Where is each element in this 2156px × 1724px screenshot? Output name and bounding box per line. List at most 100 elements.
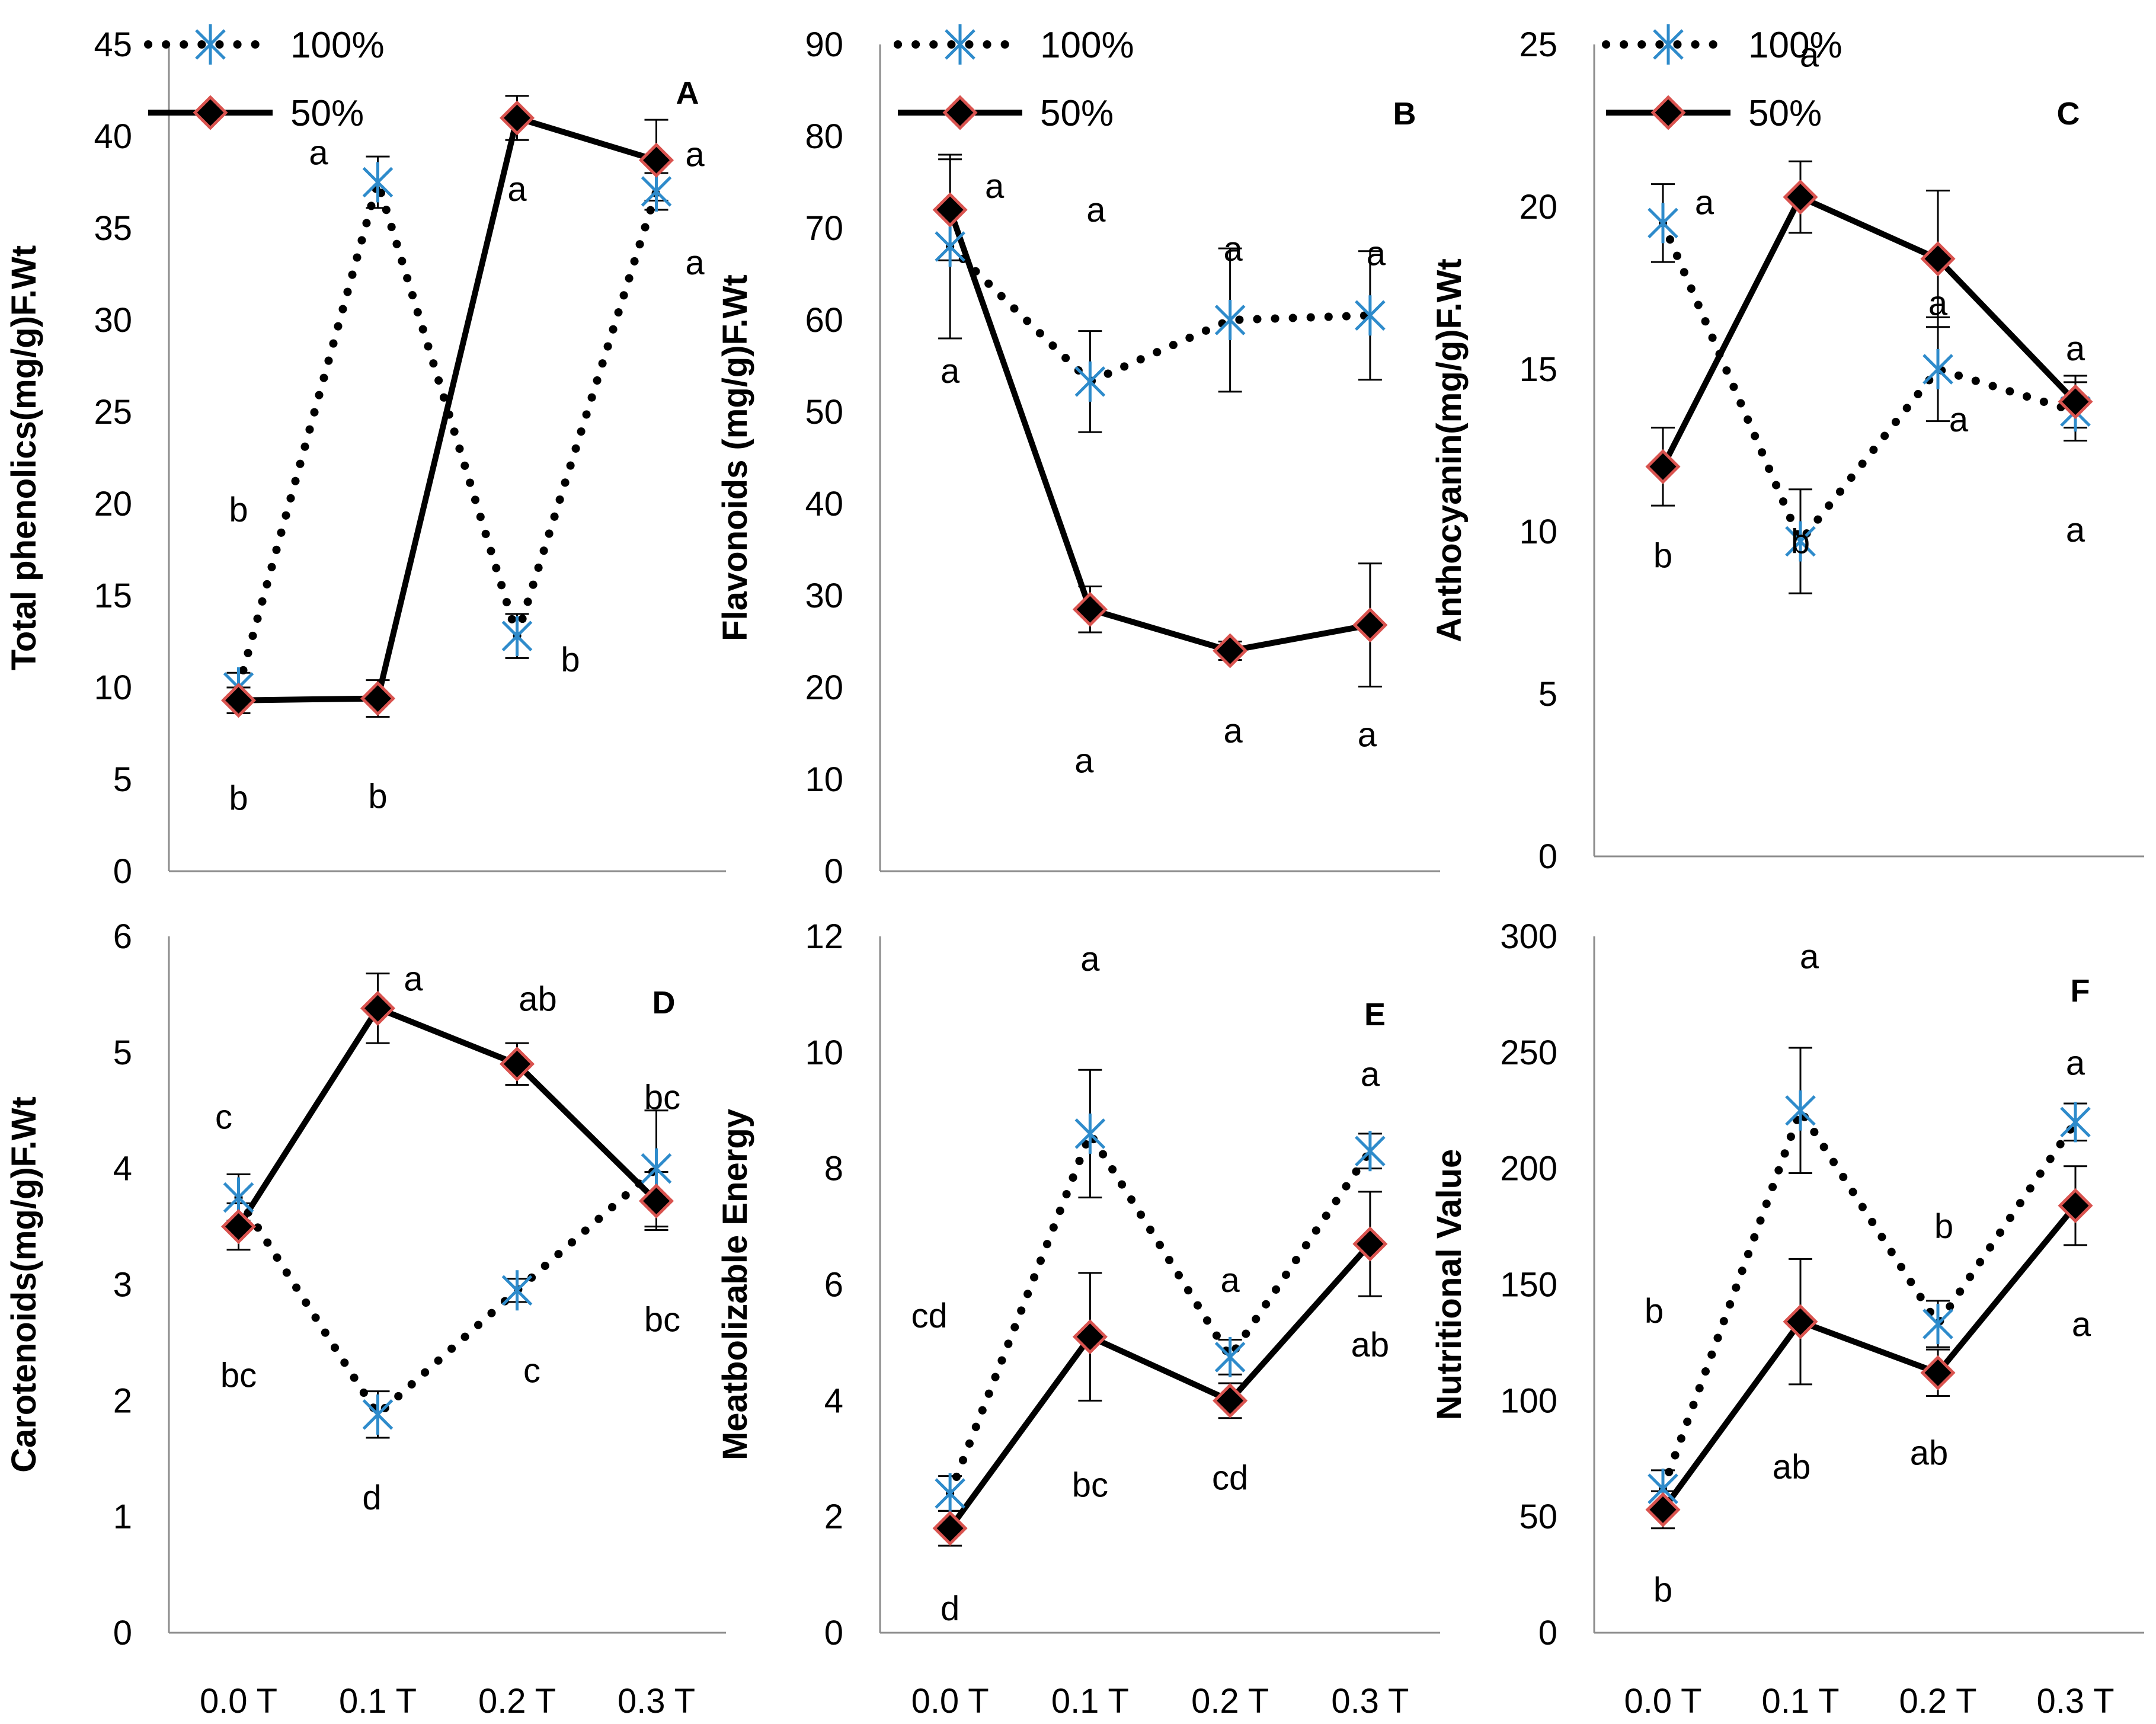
x-tick-label: 0.1 T <box>1051 1682 1129 1720</box>
panel-e-line-100 <box>946 1124 1374 1498</box>
y-tick-label: 15 <box>1519 350 1557 389</box>
sig-label-100: a <box>1949 401 1969 439</box>
panel-d: 0 1 2 3 4 5 6 0.0 T 0.1 T 0.2 T 0.3 T Carotenoids… <box>5 917 726 1720</box>
panel-f-markers-100 <box>1648 1090 2091 1509</box>
y-tick-label: 10 <box>805 760 843 799</box>
x-tick-label: 0.3 T <box>2036 1682 2114 1720</box>
sig-label-100: a <box>1800 938 1819 976</box>
panel-d-y-label: Carotenoids(mg/g)F.Wt <box>5 1096 43 1473</box>
panel-a-markers-50 <box>220 100 674 718</box>
series-100-point <box>1923 349 1953 389</box>
y-tick-label: 0 <box>1538 1614 1557 1652</box>
series-50-point <box>638 1183 674 1219</box>
series-50-point <box>1920 241 1956 277</box>
panel-f-line-100 <box>1659 1101 2080 1493</box>
sig-label-50: a <box>404 959 423 998</box>
panel-a-y-ticks: 0 5 10 15 20 25 30 35 40 45 <box>94 25 132 891</box>
legend-100-line-sample <box>144 24 277 65</box>
y-tick-label: 5 <box>1538 675 1557 714</box>
y-tick-label: 5 <box>113 760 132 799</box>
y-tick-label: 60 <box>805 301 843 340</box>
series-100-line <box>1659 219 2080 549</box>
panel-c-markers-100 <box>1648 203 2091 562</box>
series-100-point <box>1074 1113 1106 1154</box>
series-100-point <box>641 171 672 212</box>
x-tick-label: 0.2 T <box>478 1682 556 1720</box>
panel-e-sig-labels: cd a a a d bc cd ab <box>911 940 1389 1628</box>
panel-f-line-50 <box>1660 1204 2078 1512</box>
series-100-point <box>1214 300 1246 340</box>
sig-label-50: a <box>1928 284 1948 323</box>
panel-e-x-ticks: 0.0 T 0.1 T 0.2 T 0.3 T <box>911 1682 1409 1720</box>
panel-d-line-100 <box>234 1164 661 1421</box>
y-tick-label: 6 <box>824 1266 843 1304</box>
legend-50-line-sample <box>148 95 273 130</box>
x-tick-label: 0.3 T <box>618 1682 695 1720</box>
sig-label-100: cd <box>911 1297 947 1335</box>
panel-d-y-ticks: 0 1 2 3 4 5 6 <box>113 917 132 1652</box>
x-tick-label: 0.0 T <box>1624 1682 1701 1720</box>
legend-50-marker <box>942 95 978 130</box>
y-tick-label: 40 <box>805 485 843 523</box>
x-tick-label: 0.1 T <box>1761 1682 1839 1720</box>
series-100-point <box>362 1394 394 1435</box>
series-100-point <box>1923 1304 1953 1345</box>
panel-e-line-50 <box>948 1242 1373 1530</box>
y-tick-label: 1 <box>113 1498 132 1536</box>
x-tick-label: 0.2 T <box>1191 1682 1269 1720</box>
panel-c-sig-labels: a b a a b a a a <box>1653 36 2085 575</box>
sig-label-50: a <box>1074 741 1094 780</box>
y-tick-label: 0 <box>113 852 132 891</box>
y-tick-label: 4 <box>824 1381 843 1420</box>
y-tick-label: 20 <box>805 669 843 707</box>
y-tick-label: 70 <box>805 209 843 248</box>
series-50-point <box>1783 1304 1818 1339</box>
sig-label-100: a <box>1223 230 1243 268</box>
sig-label-100: bc <box>644 1301 680 1339</box>
series-50-point <box>499 100 535 136</box>
panel-c-y-ticks: 0 5 10 15 20 25 <box>1519 25 1557 876</box>
y-tick-label: 0 <box>1538 837 1557 876</box>
sig-label-50: cd <box>1212 1458 1248 1497</box>
y-tick-label: 6 <box>113 917 132 956</box>
panel-c-markers-50 <box>1645 180 2093 484</box>
sig-label-100: a <box>1695 183 1714 222</box>
panel-c-line-100 <box>1659 219 2080 549</box>
series-100-point <box>1074 361 1106 402</box>
legend-100-label: 100% <box>290 25 385 66</box>
panel-d-x-ticks: 0.0 T 0.1 T 0.2 T 0.3 T <box>200 1682 695 1720</box>
sig-label-50: a <box>2072 1305 2091 1344</box>
sig-label-100: a <box>2066 1044 2085 1082</box>
panel-e-letter: E <box>1364 997 1386 1032</box>
series-50-line <box>1660 193 2078 468</box>
panel-e-y-ticks: 0 2 4 6 8 10 12 <box>805 917 843 1652</box>
sig-label-100: a <box>309 134 328 172</box>
y-tick-label: 90 <box>805 25 843 64</box>
y-tick-label: 25 <box>1519 25 1557 64</box>
panel-e-y-label: Meatbolizable Energy <box>716 1109 754 1460</box>
y-tick-label: 2 <box>824 1498 843 1536</box>
sig-label-50: b <box>1653 1571 1672 1609</box>
panel-d-markers-100 <box>223 1148 672 1435</box>
legend-50-label: 50% <box>1040 93 1114 134</box>
series-50-point <box>1213 1383 1248 1418</box>
panel-d-sig-labels: bc d c bc c a ab bc <box>215 959 680 1517</box>
panel-a-line-100 <box>234 167 661 692</box>
panel-f-y-ticks: 0 50 100 150 200 250 300 <box>1500 917 1557 1652</box>
series-100-point <box>2060 1102 2091 1143</box>
legend-100-line-sample <box>1602 24 1735 65</box>
sig-label-100: a <box>1080 940 1100 978</box>
panel-d-markers-50 <box>220 990 674 1245</box>
y-tick-label: 0 <box>113 1614 132 1652</box>
legend-50-line-sample <box>1606 95 1730 130</box>
panel-d-letter: D <box>652 985 676 1021</box>
legend-50-label: 50% <box>290 93 364 134</box>
x-tick-label: 0.2 T <box>1899 1682 1976 1720</box>
panel-a: 0 5 10 15 20 25 30 35 40 45 Total phenolics(mg/g)… <box>5 24 726 891</box>
y-tick-label: 10 <box>805 1034 843 1072</box>
y-tick-label: 80 <box>805 117 843 156</box>
panel-e-markers-100 <box>935 1113 1386 1514</box>
series-50-point <box>2058 1188 2093 1223</box>
sig-label-50: ab <box>1773 1448 1811 1486</box>
